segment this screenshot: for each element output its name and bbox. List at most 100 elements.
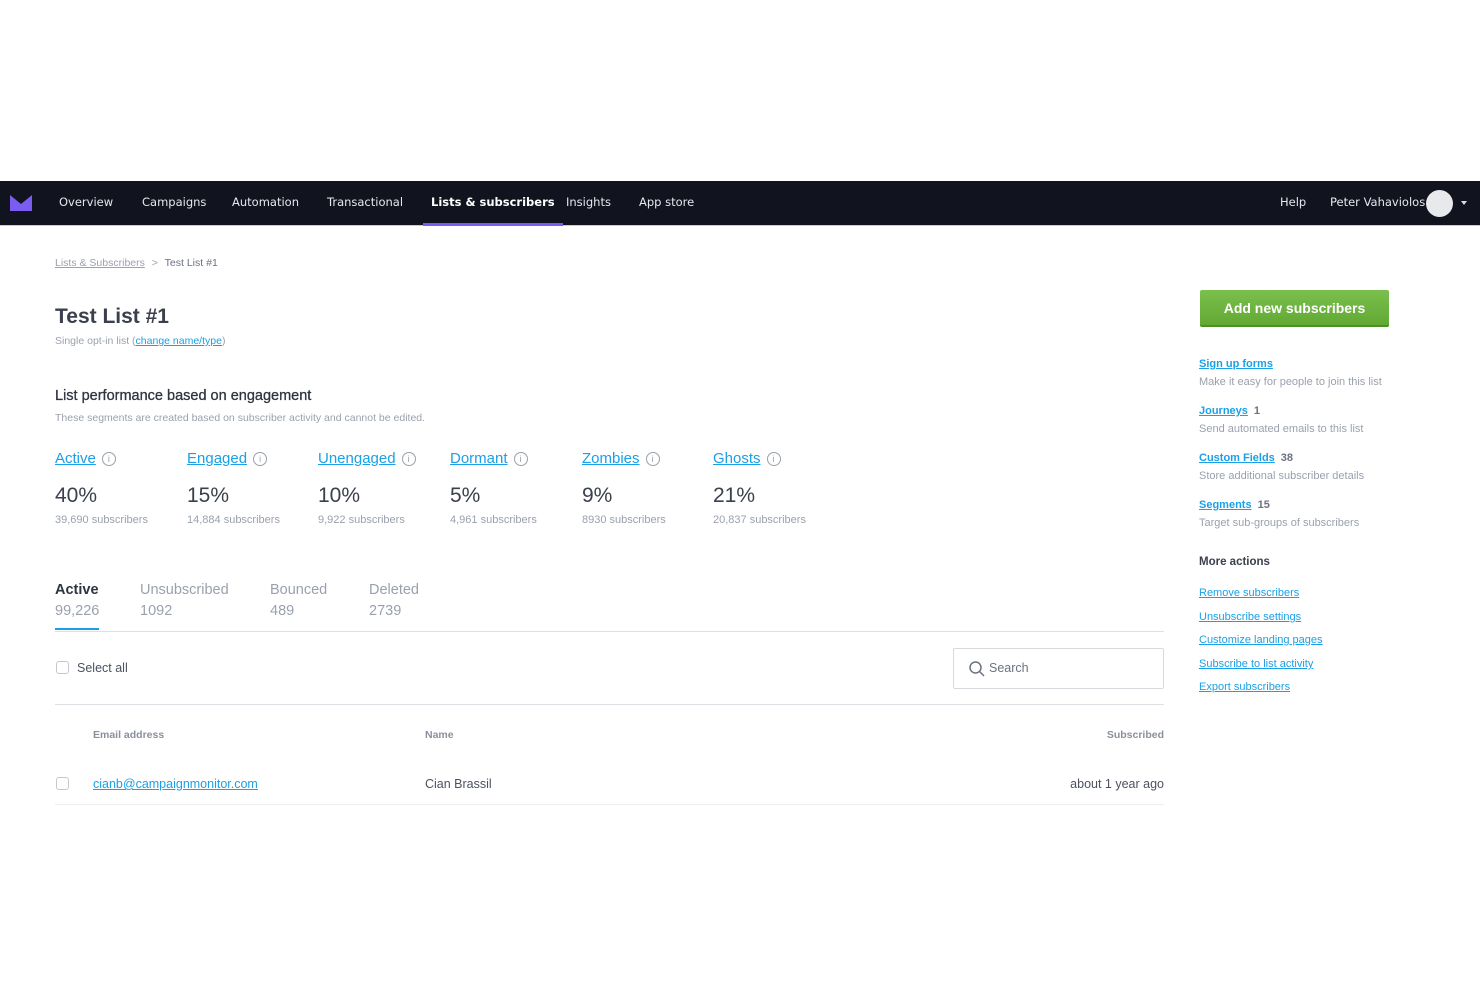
feature-desc: Make it easy for people to join this lis… <box>1199 376 1382 388</box>
tab-label: Bounced <box>270 582 328 598</box>
tab-label: Active <box>55 582 99 598</box>
unsubscribe-settings-link[interactable]: Unsubscribe settings <box>1199 611 1302 623</box>
segment-unengaged: Unengaged i 10% 9,922 subscribers <box>318 450 416 526</box>
segment-count: 4,961 subscribers <box>450 514 537 526</box>
segment-ghosts: Ghosts i 21% 20,837 subscribers <box>713 450 806 526</box>
performance-description: These segments are created based on subs… <box>55 412 426 424</box>
tab-active[interactable]: Active 99,226 <box>55 582 99 619</box>
subscribe-list-activity-link[interactable]: Subscribe to list activity <box>1199 658 1314 670</box>
breadcrumb-current: Test List #1 <box>164 257 218 269</box>
info-icon[interactable]: i <box>101 452 116 466</box>
feature-link[interactable]: Custom Fields <box>1199 452 1275 464</box>
segment-link[interactable]: Dormant <box>450 450 508 467</box>
tab-count: 489 <box>270 603 295 619</box>
nav-lists-subscribers[interactable]: Lists & subscribers <box>423 181 563 226</box>
user-menu[interactable]: Peter Vahaviolos <box>1330 195 1426 209</box>
info-icon[interactable]: i <box>645 452 660 466</box>
feature-segments: Segments 15 Target sub-groups of subscribe… <box>1199 495 1359 529</box>
segment-percent: 15% <box>187 484 230 507</box>
segment-link[interactable]: Ghosts <box>713 450 761 467</box>
segment-count: 8930 subscribers <box>582 514 666 526</box>
feature-count: 38 <box>1280 452 1294 464</box>
tab-count: 99,226 <box>55 603 100 619</box>
segment-count: 39,690 subscribers <box>55 514 148 526</box>
add-new-subscribers-button[interactable]: Add new subscribers <box>1200 290 1389 327</box>
tab-count: 1092 <box>140 603 173 619</box>
segment-engaged: Engaged i 15% 14,884 subscribers <box>187 450 280 526</box>
feature-custom-fields: Custom Fields 38 Store additional subscrib… <box>1199 448 1364 482</box>
segment-link[interactable]: Unengaged <box>318 450 396 467</box>
column-name[interactable]: Name <box>425 729 454 741</box>
page-subtitle: Single opt-in list (change name/type) <box>55 335 225 347</box>
segment-link[interactable]: Zombies <box>582 450 640 467</box>
feature-sign-up-forms: Sign up forms Make it easy for people to … <box>1199 354 1382 388</box>
row-name: Cian Brassil <box>425 777 492 791</box>
feature-desc: Store additional subscriber details <box>1199 470 1365 482</box>
subtitle-suffix: ) <box>221 335 226 347</box>
segment-count: 9,922 subscribers <box>318 514 405 526</box>
search-placeholder: Search <box>989 661 1029 675</box>
feature-count: 15 <box>1257 499 1270 511</box>
tab-bounced[interactable]: Bounced 489 <box>270 582 327 619</box>
info-icon[interactable]: i <box>253 452 268 466</box>
more-actions-title: More actions <box>1199 556 1270 568</box>
export-subscribers-link[interactable]: Export subscribers <box>1199 681 1291 693</box>
nav-help[interactable]: Help <box>1280 195 1307 209</box>
feature-desc: Target sub-groups of subscribers <box>1199 517 1360 529</box>
segment-link[interactable]: Active <box>55 450 96 467</box>
nav-insights[interactable]: Insights <box>566 195 611 209</box>
feature-link[interactable]: Sign up forms <box>1199 358 1273 370</box>
chevron-down-icon[interactable] <box>1461 201 1467 205</box>
feature-link[interactable]: Segments <box>1199 499 1252 511</box>
tabs-divider <box>55 631 1164 632</box>
breadcrumb-parent[interactable]: Lists & Subscribers <box>55 257 145 269</box>
row-checkbox[interactable] <box>56 777 69 790</box>
segment-active: Active i 40% 39,690 subscribers <box>55 450 148 526</box>
breadcrumb: Lists & Subscribers > Test List #1 <box>55 257 218 269</box>
tab-count: 2739 <box>369 603 402 619</box>
row-subscribed: about 1 year ago <box>1070 777 1164 791</box>
nav-automation[interactable]: Automation <box>232 195 299 209</box>
info-icon[interactable]: i <box>513 452 528 466</box>
segment-percent: 9% <box>582 484 613 507</box>
table-row: cianb@campaignmonitor.com Cian Brassil a… <box>55 765 1164 805</box>
segment-percent: 5% <box>450 484 481 507</box>
active-tab-indicator <box>55 628 99 630</box>
info-icon[interactable]: i <box>766 452 781 466</box>
nav-app-store[interactable]: App store <box>639 195 695 209</box>
select-all-checkbox[interactable] <box>56 661 69 674</box>
search-input[interactable]: Search <box>953 648 1164 689</box>
avatar[interactable] <box>1426 190 1453 217</box>
segment-percent: 40% <box>55 484 98 507</box>
row-email-link[interactable]: cianb@campaignmonitor.com <box>93 777 258 791</box>
breadcrumb-separator: > <box>151 257 158 269</box>
remove-subscribers-link[interactable]: Remove subscribers <box>1199 587 1300 599</box>
info-icon[interactable]: i <box>401 452 416 466</box>
segment-count: 14,884 subscribers <box>187 514 280 526</box>
customize-landing-pages-link[interactable]: Customize landing pages <box>1199 634 1323 646</box>
logo-icon[interactable] <box>10 195 32 211</box>
change-name-type-link[interactable]: change name/type <box>135 335 222 347</box>
tab-unsubscribed[interactable]: Unsubscribed 1092 <box>140 582 229 619</box>
segment-percent: 10% <box>318 484 361 507</box>
tab-label: Deleted <box>369 582 419 598</box>
page-title: Test List #1 <box>55 305 169 328</box>
segment-dormant: Dormant i 5% 4,961 subscribers <box>450 450 537 526</box>
select-all-label: Select all <box>77 661 128 675</box>
column-email[interactable]: Email address <box>93 729 165 741</box>
feature-count: 1 <box>1253 405 1261 417</box>
top-nav: Overview Campaigns Automation Transactio… <box>0 181 1480 226</box>
column-subscribed[interactable]: Subscribed <box>1106 729 1164 741</box>
feature-journeys: Journeys 1 Send automated emails to this l… <box>1199 401 1363 435</box>
segment-percent: 21% <box>713 484 756 507</box>
segment-link[interactable]: Engaged <box>187 450 248 467</box>
nav-overview[interactable]: Overview <box>59 195 114 209</box>
segment-count: 20,837 subscribers <box>713 514 806 526</box>
nav-transactional[interactable]: Transactional <box>327 195 404 209</box>
tab-label: Unsubscribed <box>140 582 229 598</box>
feature-link[interactable]: Journeys <box>1199 405 1248 417</box>
performance-title: List performance based on engagement <box>55 388 312 404</box>
tab-deleted[interactable]: Deleted 2739 <box>369 582 419 619</box>
nav-campaigns[interactable]: Campaigns <box>142 195 207 209</box>
search-icon <box>969 661 985 677</box>
